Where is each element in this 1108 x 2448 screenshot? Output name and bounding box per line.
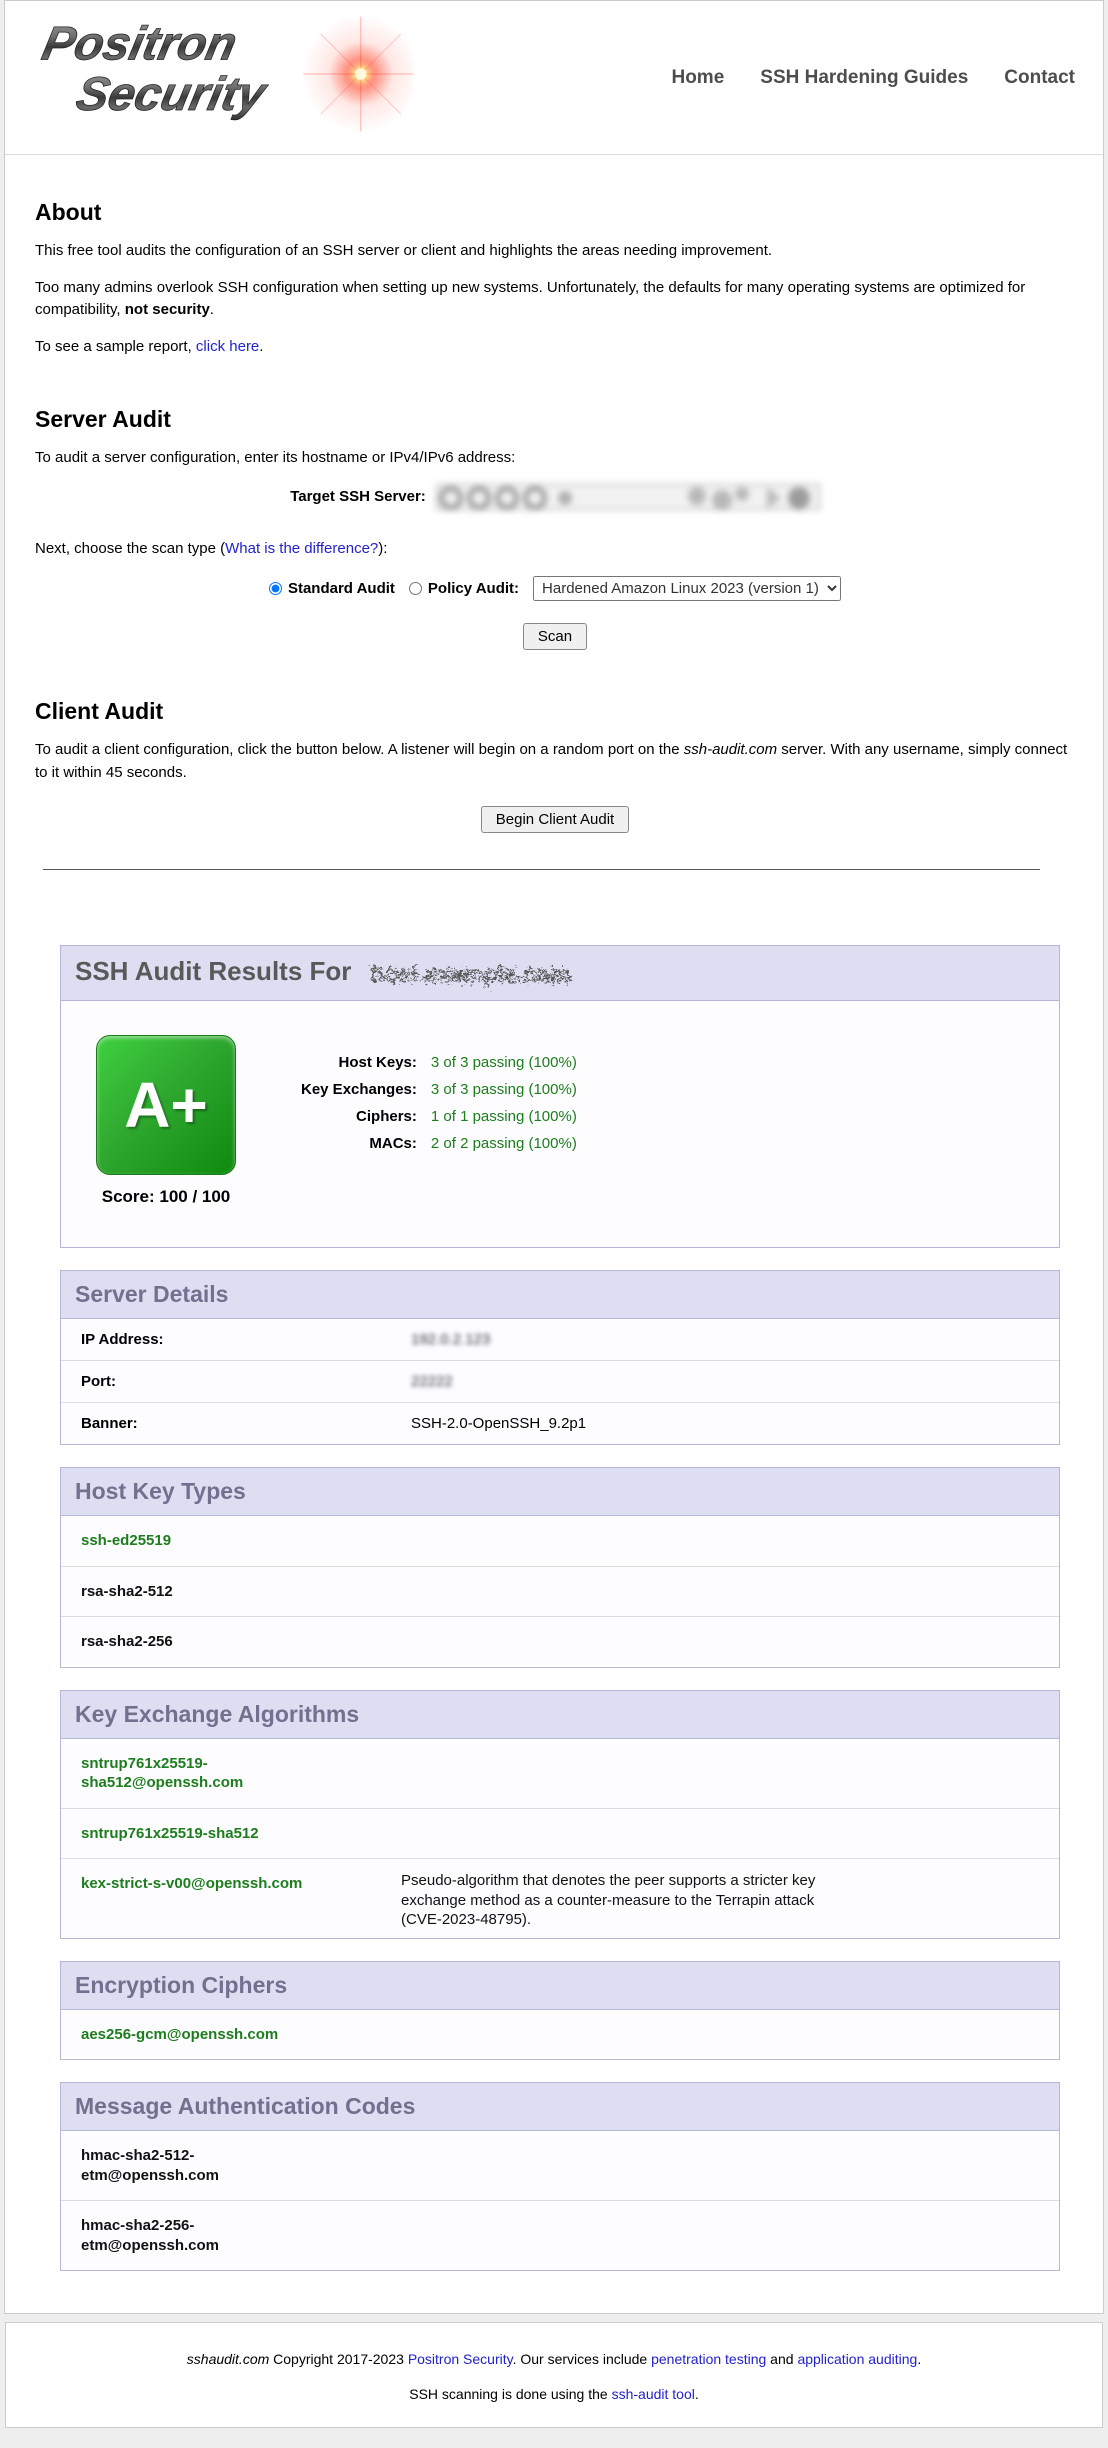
svg-text:Security: Security bbox=[72, 69, 273, 121]
svg-text:host.example.com: host.example.com bbox=[370, 961, 571, 987]
svg-text:Positron: Positron bbox=[38, 18, 242, 70]
